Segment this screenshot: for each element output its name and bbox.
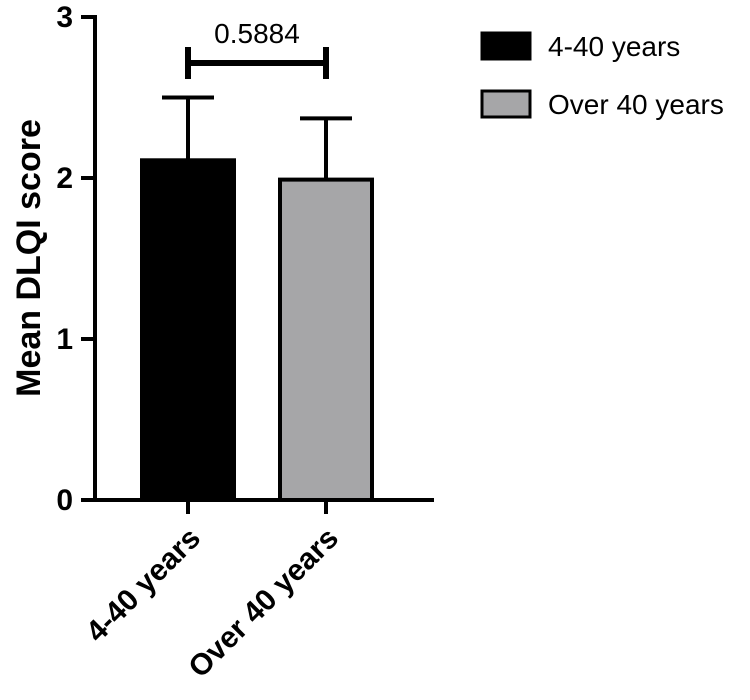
x-tick-label: Over 40 years — [182, 522, 345, 685]
legend: 4-40 years Over 40 years — [480, 31, 724, 120]
y-tick-label: 1 — [56, 323, 73, 356]
y-tick-label: 3 — [56, 1, 73, 34]
error-bars — [162, 95, 352, 180]
legend-swatch — [480, 89, 532, 119]
y-tick-label: 2 — [56, 162, 73, 195]
legend-label: Over 40 years — [548, 89, 724, 120]
x-tick-label: 4-40 years — [80, 522, 207, 649]
bar — [140, 158, 236, 502]
y-axis-title: Mean DLQI score — [10, 119, 48, 397]
significance-annotation: 0.5884 — [185, 18, 329, 79]
bar — [278, 177, 374, 503]
y-tick-label: 0 — [56, 484, 73, 517]
bars — [140, 158, 374, 503]
p-value-label: 0.5884 — [214, 18, 300, 49]
legend-swatch — [480, 31, 532, 61]
legend-label: 4-40 years — [548, 31, 680, 62]
